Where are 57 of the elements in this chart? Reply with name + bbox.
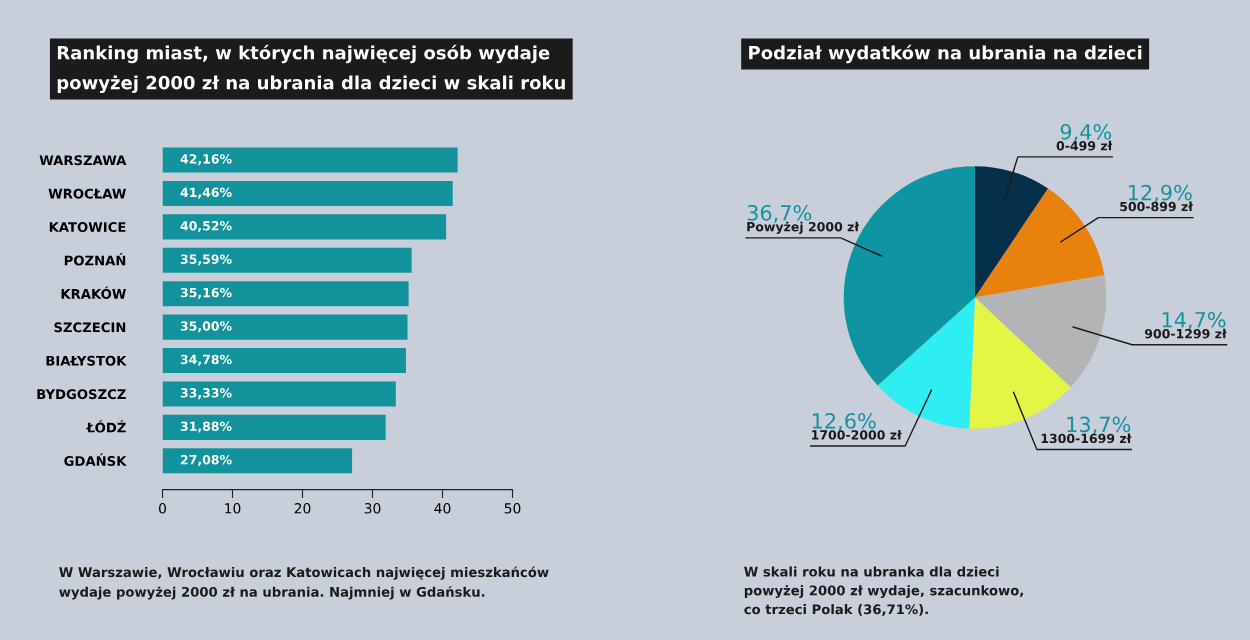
x-tick-label: 50	[504, 503, 521, 514]
y-tick-label: KRAKÓW	[61, 286, 126, 299]
slice-label: 900-1299 zł	[1144, 328, 1227, 339]
bar	[162, 247, 412, 273]
x-tick-label: 40	[434, 503, 451, 514]
bar	[162, 314, 408, 340]
y-tick-label: BIAŁYSTOK	[46, 355, 127, 366]
x-tick-label: 30	[364, 503, 381, 514]
pie-slice	[975, 166, 1049, 298]
y-tick-label: GDAŃSK	[64, 453, 127, 466]
bar	[162, 381, 396, 407]
data-label: 36,7%	[747, 204, 812, 223]
data-label: 35,16%	[180, 287, 232, 299]
pie-slice	[975, 188, 1105, 298]
y-tick-label: ŁÓDŹ	[86, 420, 126, 433]
data-label: 27,08%	[180, 454, 232, 466]
text: W skali roku na ubranka dla dzieci powyżej 2000 zł wydaje, szacunkowo, co trzeci Polak (36,71%).	[744, 566, 1023, 616]
bar	[162, 414, 386, 440]
bar	[162, 147, 458, 173]
x-tick-label: 20	[294, 503, 311, 514]
slice-label: 1700-2000 zł	[812, 429, 902, 440]
data-label: 34,78%	[180, 354, 232, 366]
y-tick-label: WROCŁAW	[48, 188, 126, 199]
data-label: 35,59%	[180, 254, 232, 266]
pie-slice	[843, 166, 975, 386]
data-label: 31,88%	[180, 421, 232, 433]
bar	[162, 347, 406, 374]
pie-slice	[975, 275, 1107, 388]
bar	[162, 214, 447, 240]
slice-label: 1300-1699 zł	[1041, 433, 1132, 444]
y-tick-label: KATOWICE	[49, 222, 126, 233]
slice-label: 0-499 zł	[1056, 140, 1113, 151]
slice-label: 500-899 zł	[1120, 201, 1194, 212]
data-label: 42,16%	[180, 154, 232, 166]
chart-title: Ranking miast, w których najwięcej osób wydaje powyżej 2000 zł na ubrania dla dzieci w skali roku	[57, 44, 565, 94]
data-label: 40,52%	[180, 221, 232, 233]
pie-slice	[877, 297, 975, 429]
bar	[162, 281, 409, 307]
x-tick-label: 0	[159, 503, 166, 514]
data-label: 41,46%	[180, 187, 232, 199]
data-label: 13,7%	[1067, 416, 1131, 435]
chart-title: Podział wydatków na ubrania na dzieci	[749, 44, 1142, 64]
text: W Warszawie, Wrocławiu oraz Katowicach najwięcej mieszkańców wydaje powyżej 2000 zł na ubrania. Najmniej w Gdańsku.	[59, 566, 549, 600]
x-tick-label: 10	[225, 503, 241, 514]
y-tick-label: BYDGOSZCZ	[37, 389, 126, 400]
slice-label: Powyżej 2000 zł	[747, 221, 860, 234]
data-label: 9,4%	[1060, 123, 1112, 142]
bar	[162, 180, 453, 206]
data-label: 35,00%	[180, 321, 232, 333]
data-label: 12,6%	[812, 413, 876, 431]
y-tick-label: SZCZECIN	[54, 322, 126, 333]
y-tick-label: POZNAŃ	[64, 253, 126, 266]
data-label: 12,9%	[1128, 184, 1192, 203]
bar	[162, 448, 353, 474]
y-tick-label: WARSZAWA	[39, 155, 127, 166]
data-label: 33,33%	[180, 388, 232, 400]
data-label: 14,7%	[1162, 311, 1226, 330]
